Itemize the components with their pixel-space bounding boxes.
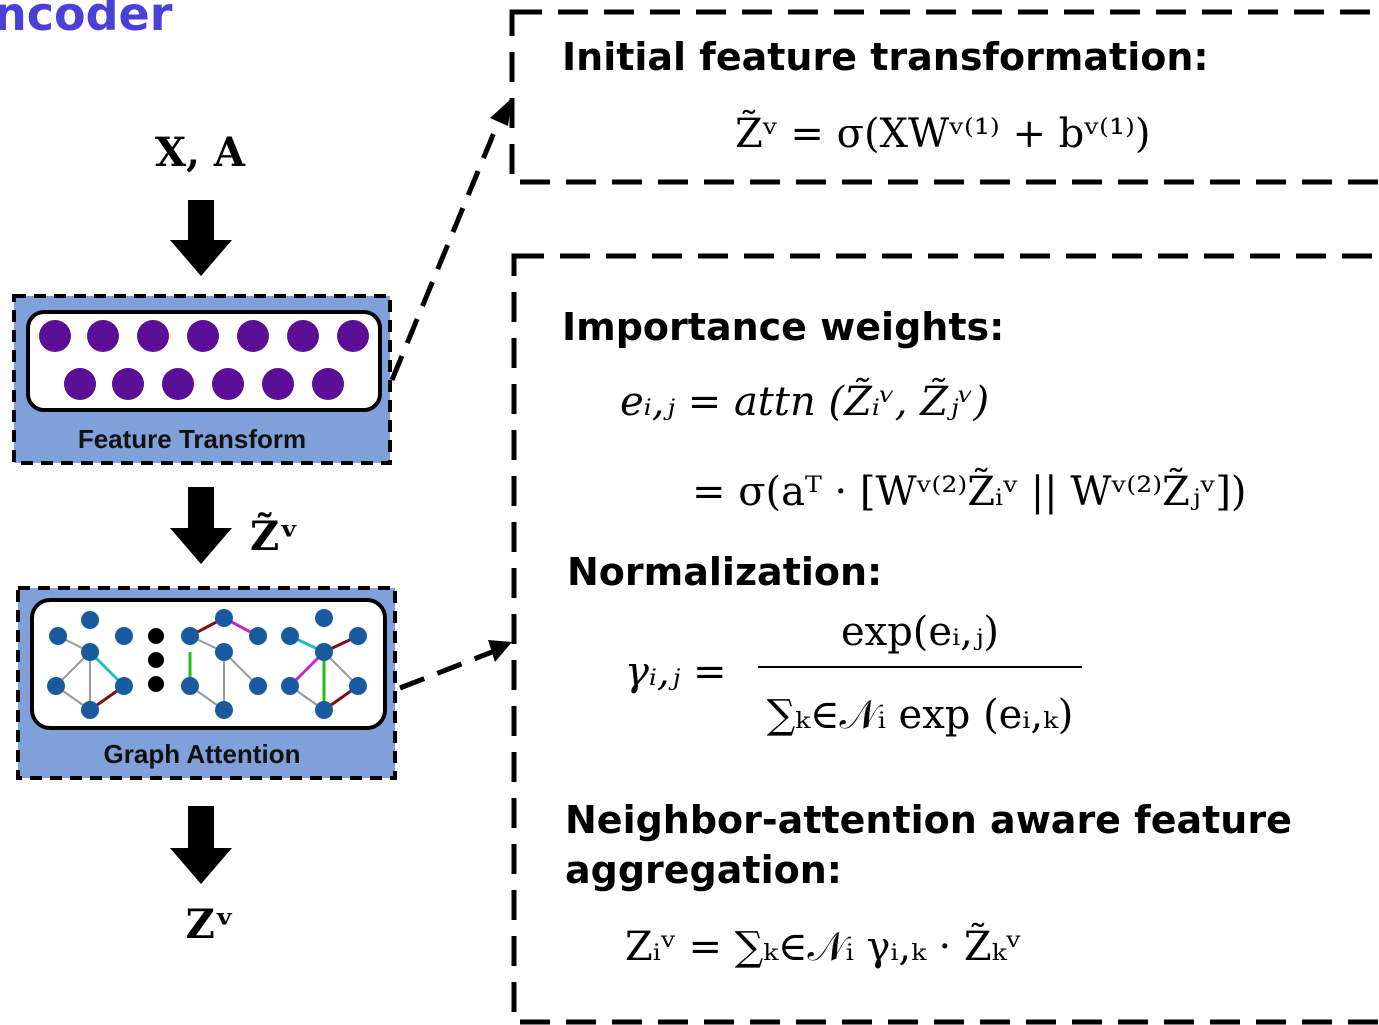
intermediate-label: Z̃ᵛ [250, 513, 299, 560]
formula: = σ(aᵀ · [Wᵛ⁽²⁾Z̃ᵢᵛ || Wᵛ⁽²⁾Z̃ⱼᵛ]) [692, 468, 1247, 515]
graph-attention-block: Graph Attention [18, 588, 395, 778]
block-label: Graph Attention [104, 739, 301, 769]
section-heading-box: Neighbor-attention aware feature aggrega… [565, 795, 1325, 905]
formula: Z̃ᵛ = σ(XWᵛ⁽¹⁾ + bᵛ⁽¹⁾) [735, 110, 1150, 157]
panel-heading: Initial feature transformation: [562, 35, 1209, 79]
output-label: Zᵛ [186, 901, 235, 948]
formula: eᵢ,ⱼ = attn (Z̃ᵢᵛ, Z̃ⱼᵛ) [620, 378, 989, 425]
diagram: ncoder X, A Feature Transform Z̃ᵛ [0, 0, 1379, 1025]
denominator: ∑ₖ∈𝒩ᵢ exp (eᵢ,ₖ) [767, 692, 1074, 738]
arrowhead [490, 98, 512, 126]
formula: Zᵢᵛ = ∑ₖ∈𝒩ᵢ γᵢ,ₖ · Z̃ₖᵛ [625, 923, 1021, 970]
formula: γᵢ,ⱼ = [625, 649, 726, 695]
numerator: exp(eᵢ,ⱼ) [841, 609, 999, 655]
arrowhead [488, 640, 512, 662]
section-heading: Importance weights: [562, 305, 1004, 349]
block-label: Feature Transform [78, 424, 306, 454]
section-heading: Neighbor-attention aware feature aggrega… [565, 795, 1325, 895]
connectors [392, 118, 500, 688]
input-label: X, A [155, 129, 246, 176]
feature-transform-block: Feature Transform [14, 296, 390, 463]
section-heading: Normalization: [567, 550, 882, 594]
title: ncoder [0, 0, 173, 41]
